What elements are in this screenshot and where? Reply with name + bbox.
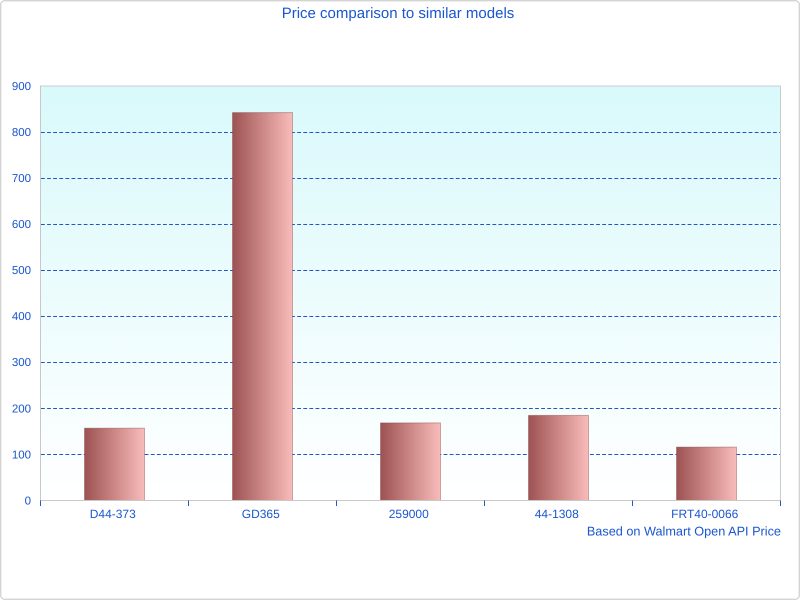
svg-text:Based on Walmart Open API Pric: Based on Walmart Open API Price bbox=[587, 524, 781, 538]
svg-text:700: 700 bbox=[12, 173, 31, 185]
svg-text:259000: 259000 bbox=[389, 507, 429, 521]
svg-text:400: 400 bbox=[12, 311, 31, 323]
svg-text:100: 100 bbox=[12, 449, 31, 461]
svg-text:800: 800 bbox=[12, 127, 31, 139]
svg-text:D44-373: D44-373 bbox=[90, 507, 136, 521]
svg-text:GD365: GD365 bbox=[242, 507, 280, 521]
svg-text:900: 900 bbox=[12, 81, 31, 93]
svg-text:300: 300 bbox=[12, 357, 31, 369]
svg-text:44-1308: 44-1308 bbox=[535, 507, 579, 521]
svg-text:0: 0 bbox=[25, 495, 31, 507]
svg-text:Price comparison to similar mo: Price comparison to similar models bbox=[282, 5, 515, 22]
svg-text:200: 200 bbox=[12, 403, 31, 415]
svg-text:FRT40-0066: FRT40-0066 bbox=[671, 507, 738, 521]
svg-text:600: 600 bbox=[12, 219, 31, 231]
svg-text:500: 500 bbox=[12, 265, 31, 277]
